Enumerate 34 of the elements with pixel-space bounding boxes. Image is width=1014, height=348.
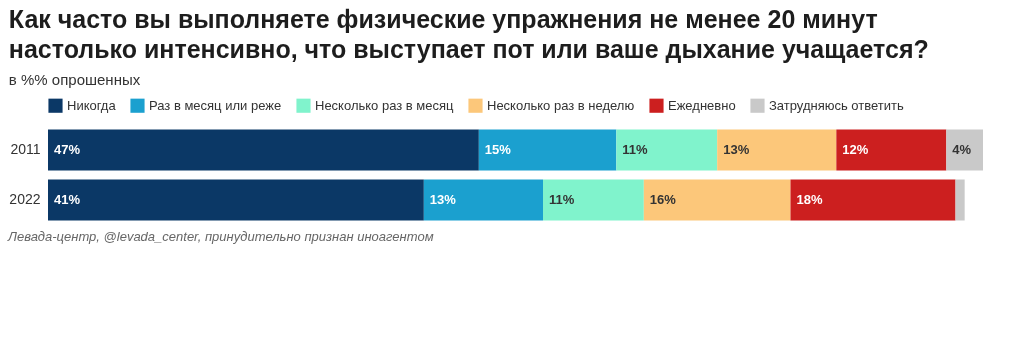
data-label: 12%: [842, 142, 869, 157]
data-label: 47%: [54, 142, 81, 157]
text: Левада-центр, @levada_center, принудительно признан иноагентом: [8, 229, 435, 244]
bar: [836, 129, 947, 171]
bar: [48, 179, 424, 221]
bar: [48, 129, 479, 171]
bar: [717, 129, 837, 171]
data-label: 18%: [796, 192, 823, 207]
legend-label: Никогда: [67, 97, 117, 113]
data-label: 13%: [723, 142, 750, 157]
bar: [543, 179, 644, 221]
bar: [790, 179, 956, 221]
data-label: 4%: [952, 142, 972, 157]
bar: [955, 179, 965, 221]
y-tick-label: 2022: [9, 191, 41, 207]
data-label: 13%: [429, 192, 457, 207]
bar: [946, 129, 983, 171]
data-label: 11%: [549, 192, 575, 207]
legend-label: Затрудняюсь ответить: [769, 97, 904, 113]
bar: [616, 129, 718, 171]
chart-subtitle: в %% опрошенных: [8, 71, 141, 88]
legend-label: Раз в месяц или реже: [149, 97, 282, 113]
data-label: 16%: [649, 192, 677, 207]
chart-title: Как часто вы выполняете физические упражнения не менее 20 минут настолько интенсивно, что выступает пот или ваше дыхание учащается?: [8, 5, 929, 63]
data-label: 11%: [622, 142, 649, 157]
bar: [478, 129, 617, 171]
legend-label: Несколько раз в неделю: [487, 97, 635, 113]
legend-label: Ежедневно: [668, 97, 736, 113]
data-label: 41%: [54, 192, 81, 207]
data-label: 15%: [484, 142, 512, 157]
bar: [643, 179, 791, 221]
bar: [423, 179, 543, 221]
legend-label: Несколько раз в месяц: [315, 97, 455, 113]
y-tick-label: 2011: [10, 141, 41, 157]
